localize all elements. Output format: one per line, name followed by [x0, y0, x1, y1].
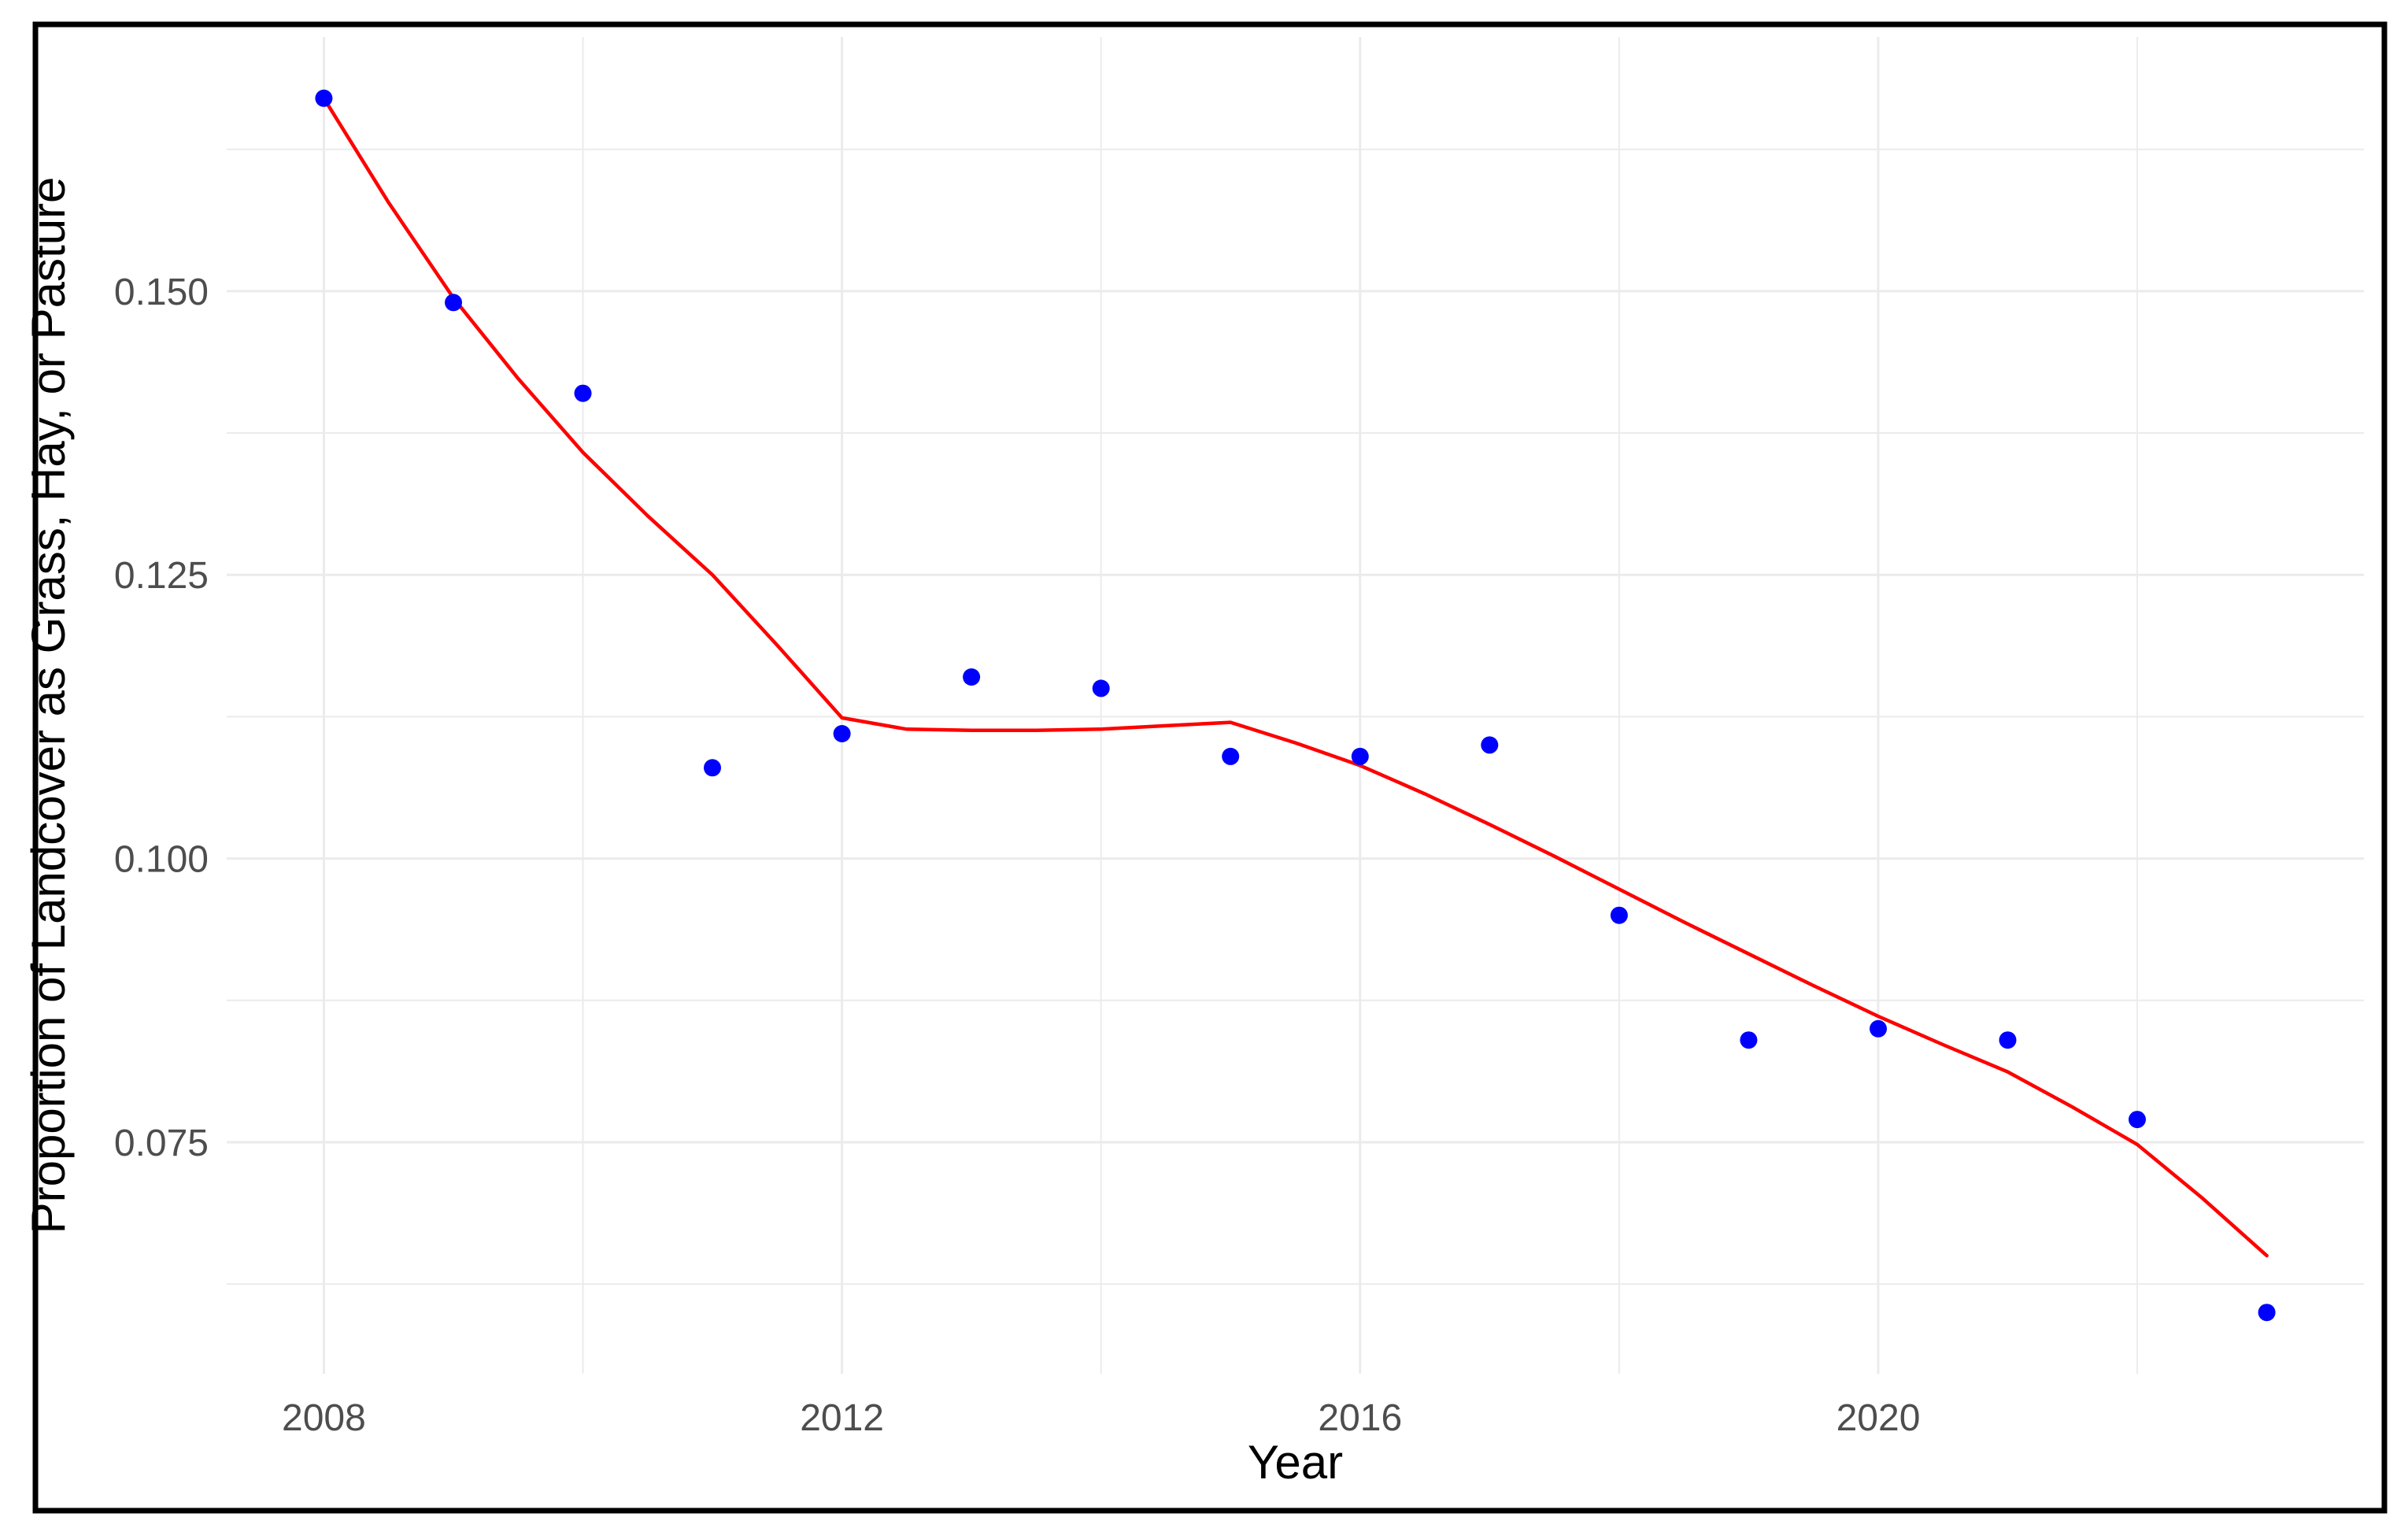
x-tick-label: 2008	[282, 1397, 366, 1439]
y-tick-label: 0.100	[114, 839, 209, 881]
x-tick-label: 2016	[1318, 1397, 1402, 1439]
x-axis-title: Year	[1248, 1436, 1343, 1489]
data-point	[1870, 1019, 1887, 1038]
x-tick-label: 2020	[1837, 1397, 1921, 1439]
trend-line-layer	[322, 96, 2269, 1258]
y-tick-label: 0.125	[114, 555, 209, 597]
data-point	[704, 759, 721, 777]
data-point	[574, 384, 592, 402]
data-point	[445, 294, 462, 312]
data-point	[2258, 1304, 2276, 1322]
figure-border	[32, 21, 2388, 1514]
data-point	[1222, 747, 1240, 765]
major-gridlines	[227, 37, 2364, 1374]
data-point	[1481, 736, 1499, 754]
data-point	[315, 89, 333, 107]
loess-smooth-line	[322, 96, 2269, 1258]
data-point	[963, 668, 981, 686]
data-point-layer	[315, 89, 2276, 1322]
y-tick-label: 0.075	[114, 1123, 209, 1164]
data-point	[1092, 679, 1110, 697]
data-point	[833, 725, 851, 742]
y-tick-labels: 0.075 0.100 0.125 0.150	[114, 272, 209, 1164]
y-tick-label: 0.150	[114, 272, 209, 313]
data-point	[1351, 747, 1369, 765]
y-axis-title: Proportion of Landcover as Grass, Hay, o…	[22, 177, 75, 1234]
minor-gridlines	[227, 37, 2364, 1374]
x-tick-label: 2012	[800, 1397, 884, 1439]
data-point	[1740, 1031, 1758, 1049]
data-point	[2129, 1111, 2146, 1129]
data-point	[1999, 1031, 2017, 1049]
x-tick-labels: 2008 2012 2016 2020	[282, 1397, 1920, 1439]
data-point	[1610, 906, 1628, 924]
